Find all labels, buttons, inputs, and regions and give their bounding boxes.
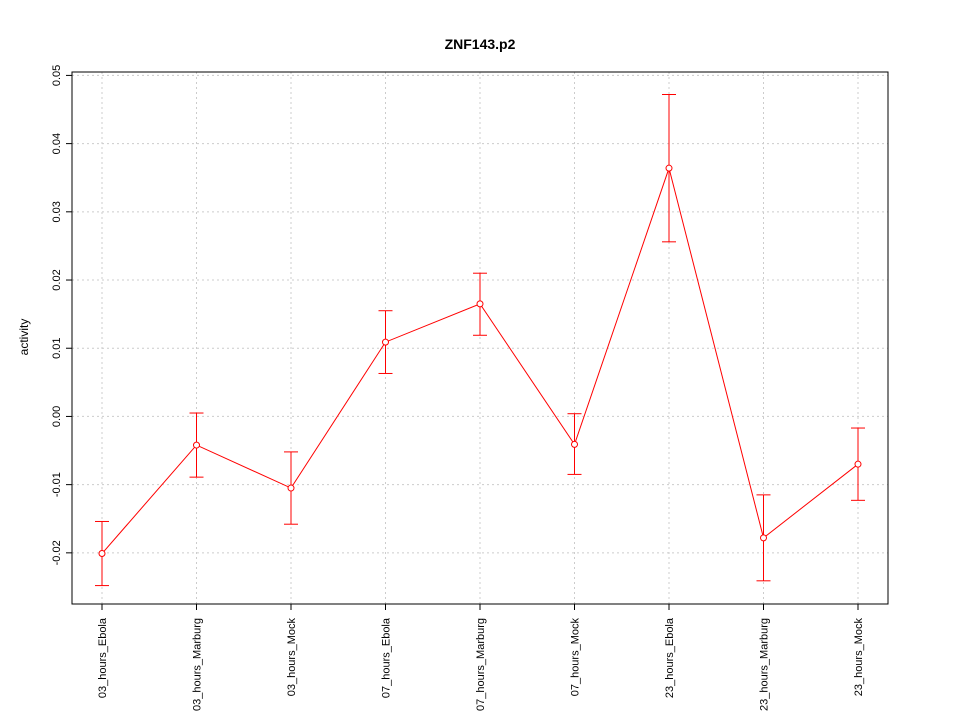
y-axis-label: activity	[17, 319, 31, 356]
data-point	[287, 484, 295, 492]
y-tick-label: 0.00	[51, 406, 63, 427]
x-tick-label: 23_hours_Ebola	[664, 617, 676, 698]
x-tick-label: 23_hours_Marburg	[759, 618, 771, 711]
data-point	[760, 534, 767, 542]
data-point	[854, 460, 862, 468]
data-point	[476, 300, 484, 308]
series-line	[101, 166, 859, 554]
chart-title: ZNF143.p2	[445, 36, 516, 52]
y-tick-label: 0.02	[51, 269, 63, 290]
y-tick-label: 0.01	[51, 338, 63, 359]
y-tick-label: 0.03	[51, 201, 63, 222]
x-tick-label: 07_hours_Mock	[570, 618, 582, 697]
data-point	[665, 164, 673, 172]
x-tick-label: 07_hours_Ebola	[381, 617, 393, 698]
x-tick-label: 03_hours_Ebola	[97, 617, 109, 698]
y-tick-label: -0.01	[51, 472, 63, 497]
data-series	[95, 94, 865, 587]
data-point	[382, 338, 389, 346]
y-tick-label: 0.04	[51, 133, 63, 154]
data-point	[571, 440, 578, 448]
x-tick-label: 03_hours_Marburg	[192, 618, 204, 711]
grid-lines	[72, 72, 888, 604]
data-point	[98, 550, 106, 558]
x-tick-label: 07_hours_Marburg	[475, 618, 487, 711]
data-point	[193, 441, 200, 449]
x-tick-label: 23_hours_Mock	[853, 618, 865, 697]
y-tick-label: -0.02	[51, 540, 63, 565]
y-tick-label: 0.05	[51, 65, 63, 86]
axes: -0.02 -0.01 0.00 0.01 0.02 0.03 0.04 0.05 03_hou…	[51, 65, 889, 711]
x-tick-label: 03_hours_Mock	[286, 618, 298, 697]
